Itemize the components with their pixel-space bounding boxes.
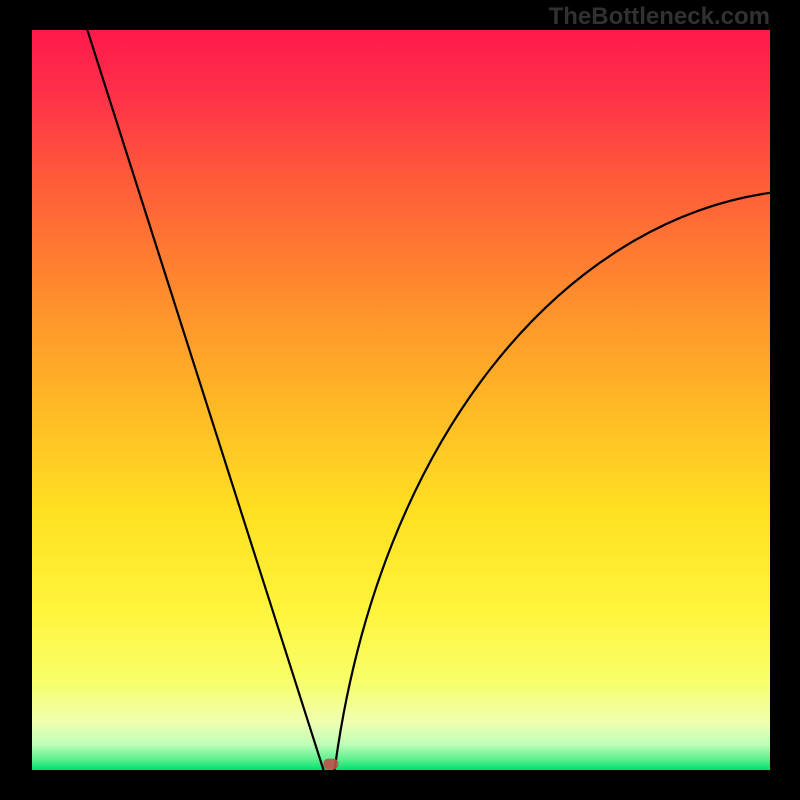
- chart-container: TheBottleneck.com v-curve: [0, 0, 800, 800]
- curve-layer: [32, 30, 770, 770]
- watermark-label: TheBottleneck.com: [549, 3, 770, 30]
- curve-left-branch: [87, 30, 323, 770]
- plot-area: [32, 30, 770, 770]
- curve-right-branch: [335, 193, 770, 770]
- bottleneck-marker: [323, 759, 338, 770]
- watermark-text: TheBottleneck.com: [549, 3, 770, 31]
